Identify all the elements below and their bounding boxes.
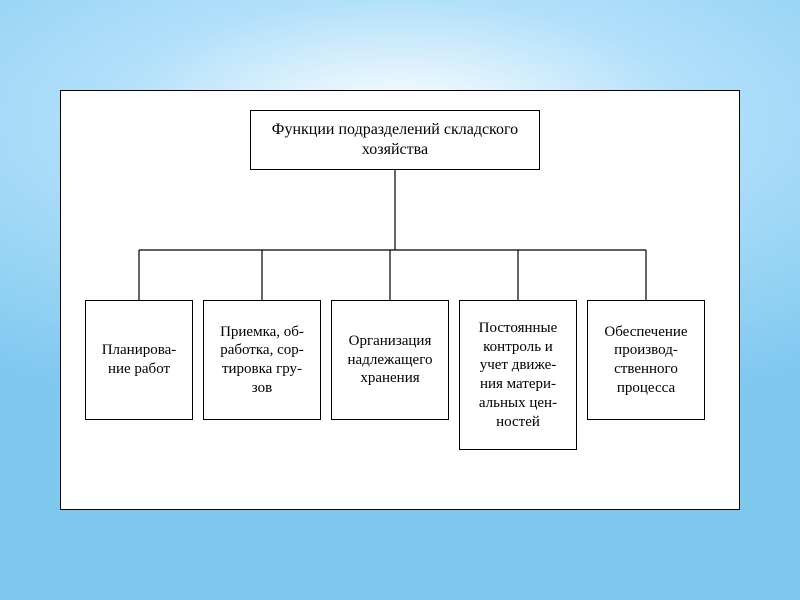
child-label: Организациянадлежащегохранения [348, 332, 433, 388]
child-label: Постоянныеконтроль иучет движе-ния матер… [479, 319, 558, 432]
child-node-1: Планирова-ние работ [85, 300, 193, 420]
child-node-3: Организациянадлежащегохранения [331, 300, 449, 420]
root-node: Функции подразделений складскогохозяйств… [250, 110, 540, 170]
child-node-2: Приемка, об-работка, сор-тировка гру-зов [203, 300, 321, 420]
child-node-5: Обеспечениепроизвод-ственногопроцесса [587, 300, 705, 420]
child-label: Планирова-ние работ [102, 341, 177, 379]
child-node-4: Постоянныеконтроль иучет движе-ния матер… [459, 300, 577, 450]
child-label: Приемка, об-работка, сор-тировка гру-зов [220, 323, 304, 398]
root-label: Функции подразделений складскогохозяйств… [272, 120, 518, 160]
child-label: Обеспечениепроизвод-ственногопроцесса [604, 323, 687, 398]
